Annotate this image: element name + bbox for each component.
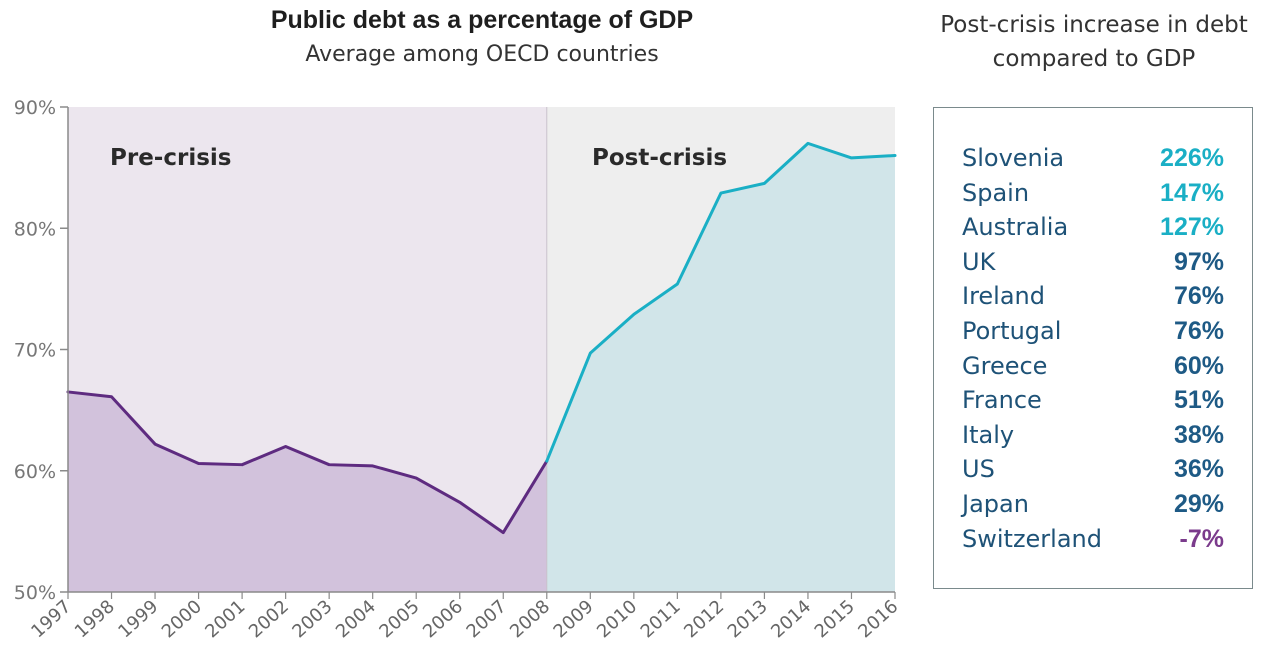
table-row: Greece 60% [934, 352, 1252, 386]
post-crisis-series-line [545, 141, 897, 463]
y-tick-label-90: 90% [14, 97, 56, 119]
increase-value: 60% [1173, 351, 1224, 380]
country-name: Switzerland [962, 524, 1102, 553]
increase-value: 76% [1173, 317, 1224, 345]
increase-value: 226% [1160, 144, 1224, 172]
country-name: UK [962, 247, 996, 276]
table-row: Australia 127% [934, 213, 1252, 247]
table-row: Spain 147% [934, 179, 1252, 213]
increase-value: 127% [1160, 213, 1224, 242]
country-name: Japan [962, 490, 1029, 518]
x-tick-label-2014: 2014 [767, 596, 815, 642]
x-tick-label-1998: 1998 [71, 596, 119, 642]
increase-value: 29% [1173, 490, 1224, 518]
x-tick-label-2010: 2010 [593, 596, 641, 642]
x-tick-label-2016: 2016 [854, 596, 902, 642]
x-tick-label-2012: 2012 [680, 596, 728, 642]
table-row: Italy 38% [934, 421, 1252, 455]
country-name: Portugal [962, 317, 1062, 345]
y-tick-label-80: 80% [14, 218, 56, 240]
increase-value: 76% [1173, 282, 1224, 311]
x-tick-label-2003: 2003 [288, 596, 336, 642]
post-crisis-label: Post-crisis [592, 145, 727, 171]
x-tick-label-2006: 2006 [419, 596, 467, 642]
x-tick-label-2004: 2004 [332, 596, 380, 642]
x-tick-label-2015: 2015 [811, 596, 859, 642]
table-row: Portugal 76% [934, 317, 1252, 351]
table-row: France 51% [934, 386, 1252, 420]
increase-value: 147% [1160, 178, 1224, 207]
table-row: Japan 29% [934, 490, 1252, 524]
x-tick-label-2011: 2011 [637, 596, 685, 642]
x-tick-label-2001: 2001 [201, 596, 249, 642]
increase-value: -7% [1179, 524, 1224, 553]
x-tick-label-2000: 2000 [158, 596, 206, 642]
table-row: UK 97% [934, 248, 1252, 282]
country-name: Australia [962, 213, 1069, 242]
x-tick-label-2005: 2005 [375, 596, 423, 642]
chart-subtitle: Average among OECD countries [305, 42, 659, 67]
y-tick-label-60: 60% [14, 461, 56, 483]
table-row: Ireland 76% [934, 282, 1252, 316]
x-tick-label-2002: 2002 [245, 596, 293, 642]
country-name: Greece [962, 351, 1048, 380]
country-name: France [962, 386, 1042, 415]
table-row: US 36% [934, 455, 1252, 489]
country-name: Ireland [962, 282, 1046, 311]
y-tick-label-70: 70% [14, 340, 56, 362]
side-panel-title: Post-crisis increase in debt compared to… [910, 8, 1270, 76]
table-row: Switzerland -7% [934, 525, 1252, 559]
increase-value: 38% [1173, 420, 1224, 449]
y-tick-label-50: 50% [14, 582, 56, 604]
debt-area-chart: 50%60%70%80%90%1997199819992000200120022… [14, 97, 903, 642]
pre-crisis-area [68, 391, 547, 592]
increase-value: 97% [1173, 247, 1224, 276]
chart-title: Public debt as a percentage of GDP [270, 6, 694, 34]
side-panel-title-line-1: Post-crisis increase in debt [940, 12, 1248, 38]
country-name: Slovenia [962, 144, 1065, 172]
x-tick-label-1999: 1999 [114, 596, 162, 642]
post-crisis-area [546, 143, 895, 592]
x-tick-label-2013: 2013 [724, 596, 772, 642]
x-tick-label-2009: 2009 [550, 596, 598, 642]
increase-value: 36% [1173, 455, 1224, 484]
table-row: Slovenia 226% [934, 144, 1252, 178]
x-tick-label-2008: 2008 [506, 596, 554, 642]
pre-crisis-label: Pre-crisis [110, 145, 231, 171]
pre-crisis-series-line [66, 390, 549, 535]
country-name: US [962, 455, 995, 484]
country-name: Spain [962, 178, 1030, 207]
side-panel-title-line-2: compared to GDP [992, 46, 1196, 72]
increase-table-panel: Slovenia 226% Spain 147% Australia 127% UK 97% I… [933, 107, 1253, 589]
x-tick-label-2007: 2007 [463, 596, 511, 642]
country-name: Italy [962, 420, 1015, 449]
increase-value: 51% [1173, 386, 1224, 415]
